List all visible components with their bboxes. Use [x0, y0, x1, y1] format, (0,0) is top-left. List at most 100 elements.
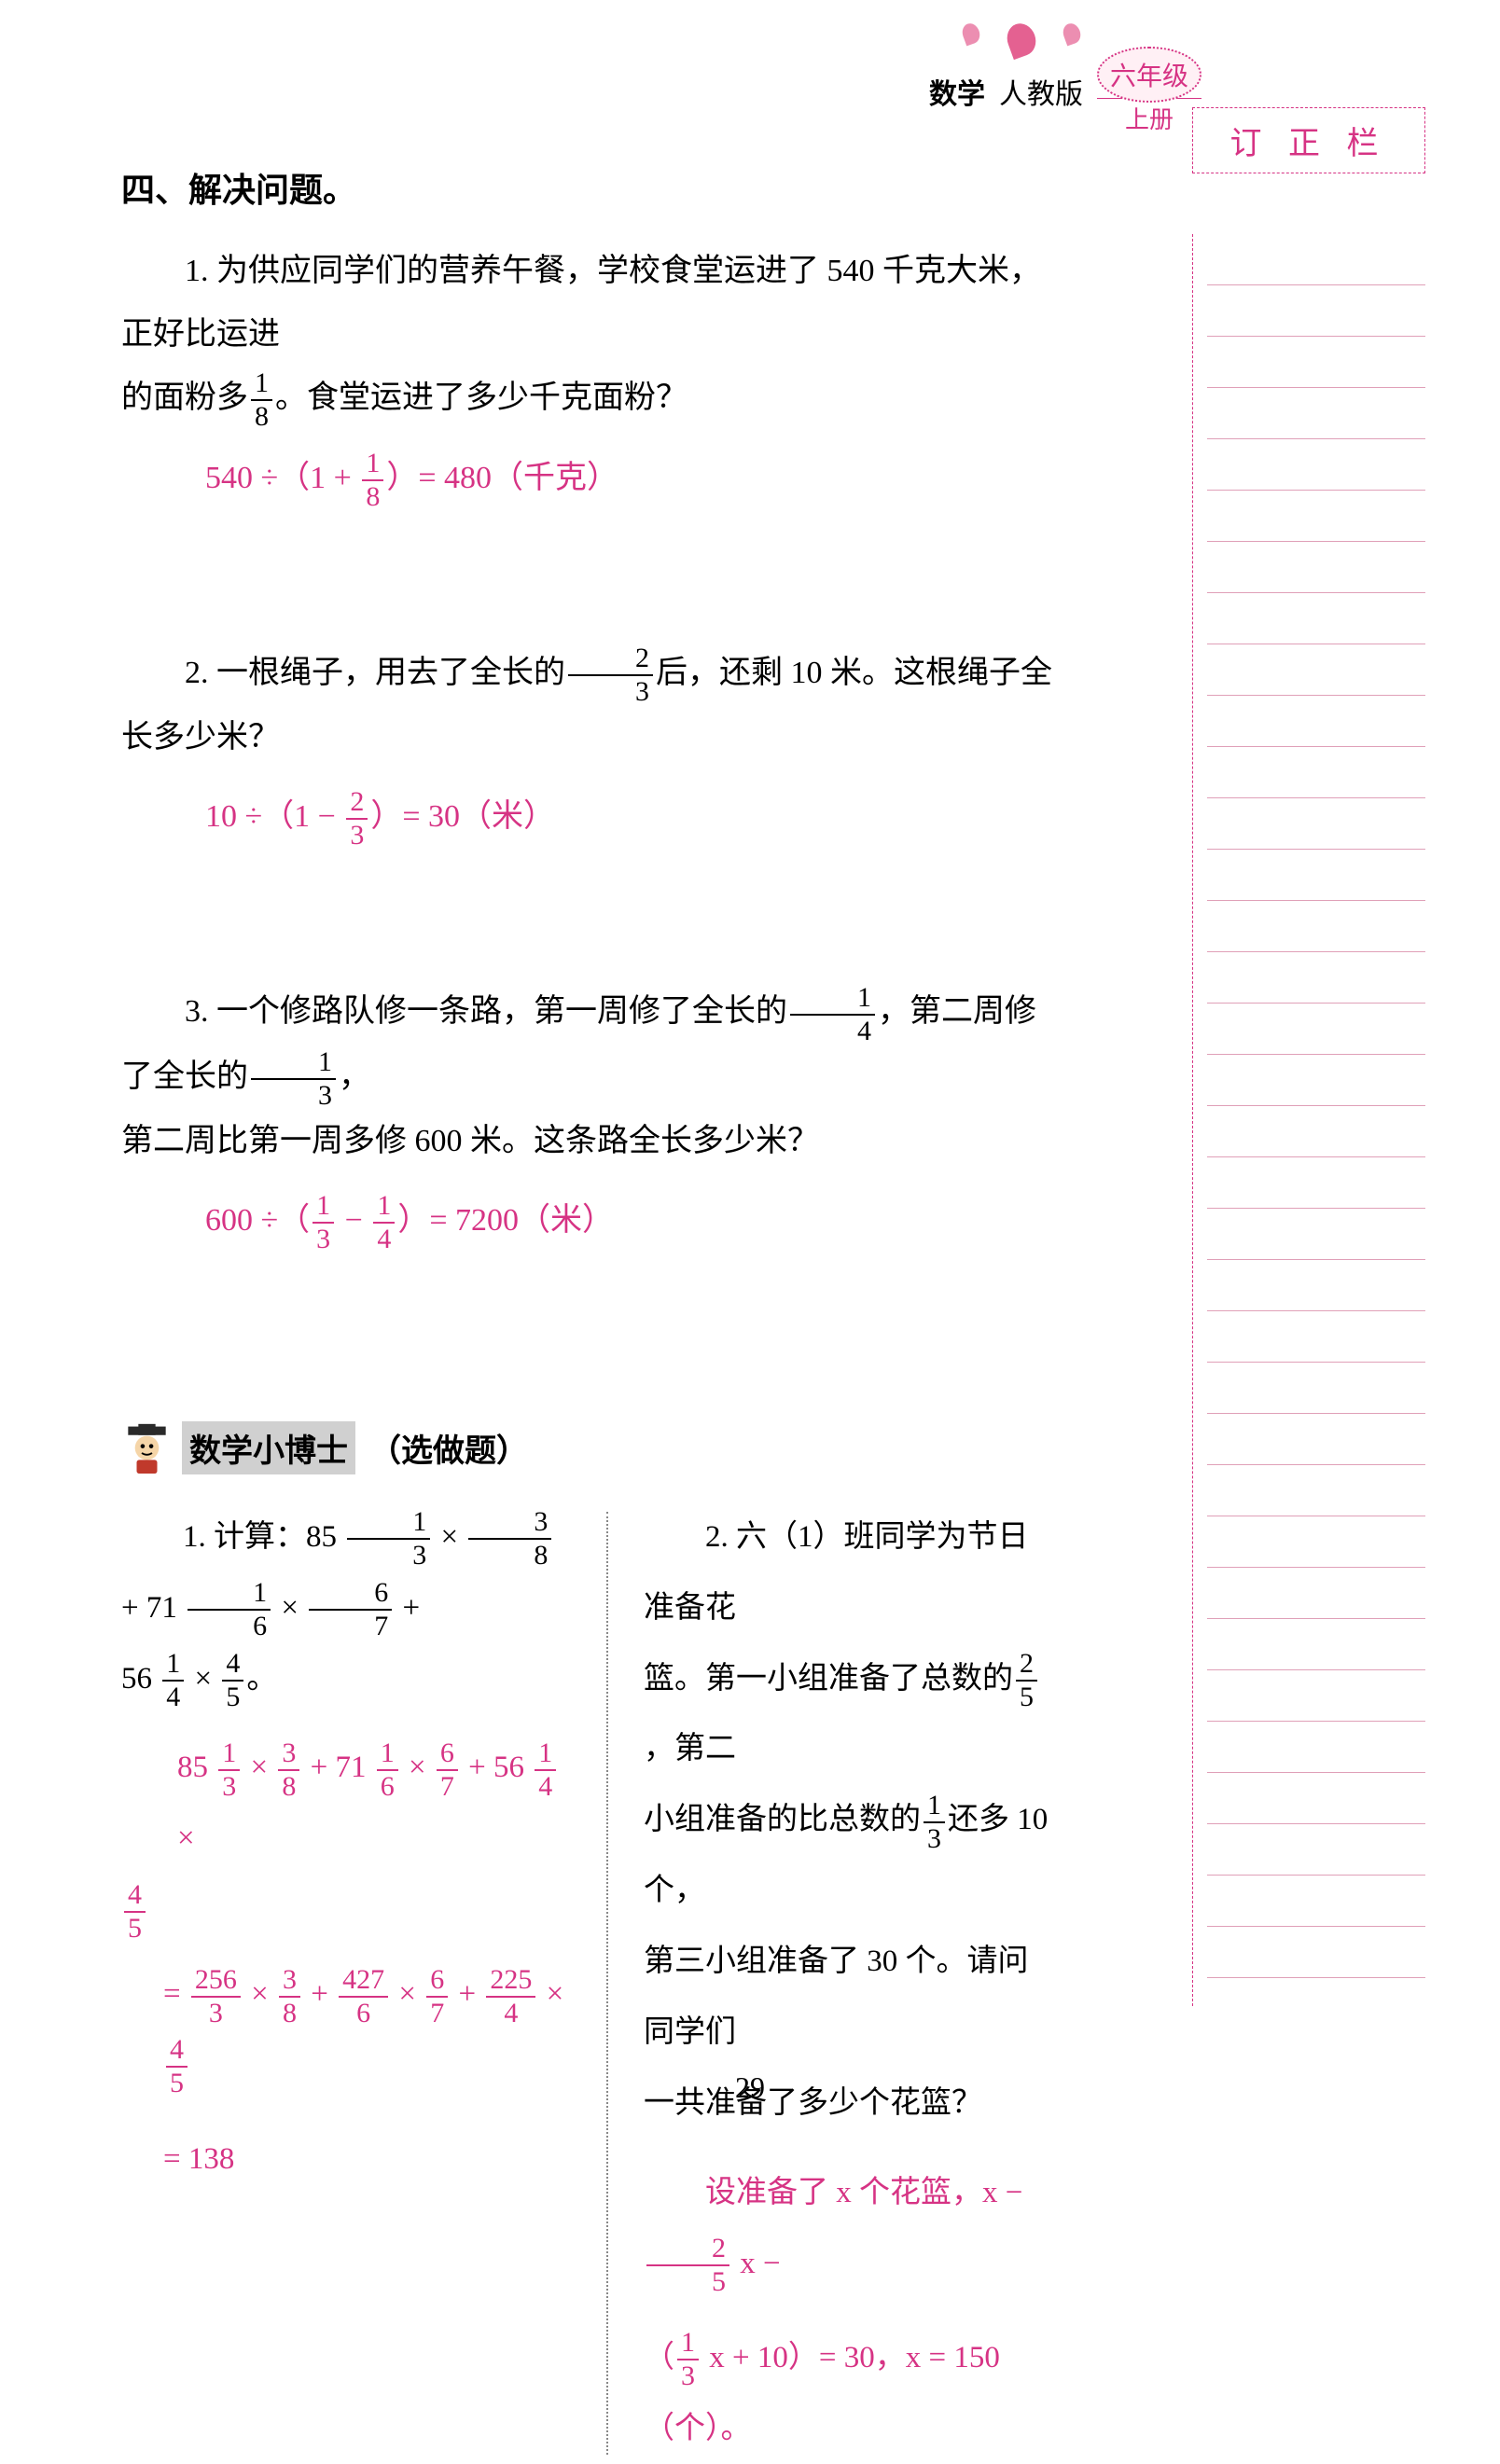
fraction: 14 — [535, 1739, 556, 1801]
fraction: 23 — [346, 788, 368, 850]
problem-3-line1: 3. 一个修路队修一条路，第一周修了全长的14，第二周修了全长的13， — [121, 980, 1063, 1109]
fraction: 2254 — [486, 1966, 535, 2028]
volume-text: 上册 — [1097, 98, 1201, 135]
correction-line — [1207, 1157, 1425, 1209]
doctor-q2-line3: 小组准备的比总数的13还多 10 个， — [644, 1785, 1054, 1927]
correction-line — [1207, 1363, 1425, 1414]
page-number: 29 — [0, 2070, 1500, 2105]
doctor-a2-line2: （13 x + 10）= 30，x = 150（个）。 — [644, 2323, 1054, 2464]
problem-1-line2: 的面粉多18。食堂运进了多少千克面粉？ — [121, 367, 1063, 431]
two-column-layout: 1. 计算：85 13 × 38 + 71 16 × 67 + 56 14 × … — [121, 1502, 1063, 2464]
fraction: 38 — [278, 1739, 299, 1801]
correction-line — [1207, 644, 1425, 696]
correction-line — [1207, 1670, 1425, 1722]
correction-line — [1207, 696, 1425, 747]
doctor-a1-line4: = 138 — [163, 2125, 578, 2195]
correction-line — [1207, 1824, 1425, 1876]
correction-line — [1207, 1260, 1425, 1311]
column-right: 2. 六（1）班同学为节日准备花 篮。第一小组准备了总数的25，第二 小组准备的… — [606, 1502, 1054, 2464]
correction-line — [1207, 1465, 1425, 1516]
doctor-a2-line1: 设准备了 x 个花篮，x − 25 x − — [644, 2158, 1054, 2300]
correction-line — [1207, 388, 1425, 439]
header-edition: 人教版 — [999, 71, 1083, 112]
doctor-icon — [121, 1422, 173, 1474]
fraction: 18 — [362, 450, 383, 511]
fraction: 4276 — [339, 1966, 388, 2028]
section-title: 四、解决问题。 — [121, 163, 1063, 212]
doctor-header: 数学小博士 （选做题） — [121, 1421, 1063, 1474]
doctor-q2-line4: 第三小组准备了 30 个。请问同学们 — [644, 1927, 1054, 2069]
correction-lines — [1192, 234, 1425, 2006]
fraction: 67 — [426, 1966, 448, 2028]
fraction: 45 — [124, 1881, 146, 1943]
answer-2: 10 ÷（1 − 23）= 30（米） — [205, 788, 1063, 850]
correction-line — [1207, 542, 1425, 593]
doctor-q2-line2: 篮。第一小组准备了总数的25，第二 — [644, 1644, 1054, 1786]
correction-line — [1207, 491, 1425, 542]
correction-line — [1207, 952, 1425, 1004]
correction-line — [1207, 337, 1425, 388]
fraction: 14 — [790, 984, 875, 1045]
column-divider — [606, 1512, 608, 2456]
problem-1-line1: 1. 为供应同学们的营养午餐，学校食堂运进了 540 千克大米，正好比运进 — [121, 240, 1063, 367]
correction-line — [1207, 798, 1425, 850]
correction-line — [1207, 285, 1425, 337]
fraction: 13 — [347, 1508, 430, 1570]
correction-line — [1207, 1004, 1425, 1055]
doctor-a1-line2: 45 — [121, 1875, 578, 1945]
fraction: 38 — [468, 1508, 551, 1570]
fraction: 18 — [251, 369, 272, 431]
correction-line — [1207, 1773, 1425, 1824]
fraction: 38 — [279, 1966, 300, 2028]
correction-line — [1207, 1055, 1425, 1106]
fraction: 13 — [251, 1048, 336, 1110]
correction-line — [1207, 850, 1425, 901]
leaf-icon — [960, 21, 982, 47]
fraction: 13 — [218, 1739, 240, 1801]
correction-line — [1207, 1209, 1425, 1260]
fraction: 14 — [162, 1650, 184, 1711]
correction-line — [1207, 1311, 1425, 1363]
correction-line — [1207, 1927, 1425, 1978]
header-subject: 数学 — [929, 71, 985, 112]
page-header: 数学 人教版 六年级 上册 — [929, 47, 1201, 135]
fraction: 13 — [677, 2329, 699, 2390]
problem-3: 3. 一个修路队修一条路，第一周修了全长的14，第二周修了全长的13， 第二周比… — [121, 980, 1063, 1172]
leaf-icon — [1061, 21, 1083, 47]
correction-line — [1207, 1568, 1425, 1619]
correction-line — [1207, 439, 1425, 491]
doctor-a1-line1: 85 13 × 38 + 71 16 × 67 + 56 14 × — [177, 1733, 578, 1875]
correction-line — [1207, 234, 1425, 285]
doctor-subtitle: （选做题） — [369, 1425, 528, 1471]
fraction: 2563 — [191, 1966, 241, 2028]
answer-3: 600 ÷（13 − 14）= 7200（米） — [205, 1192, 1063, 1253]
fraction: 13 — [312, 1192, 334, 1253]
fraction: 16 — [377, 1739, 398, 1801]
correction-line — [1207, 1106, 1425, 1157]
answer-1: 540 ÷（1 + 18）= 480（千克） — [205, 450, 1063, 511]
doctor-q1: 1. 计算：85 13 × 38 + 71 16 × 67 + — [121, 1502, 578, 1644]
column-left: 1. 计算：85 13 × 38 + 71 16 × 67 + 56 14 × … — [121, 1502, 606, 2464]
doctor-q2-line1: 2. 六（1）班同学为节日准备花 — [644, 1502, 1054, 1644]
correction-line — [1207, 1722, 1425, 1773]
doctor-q1-line2: 56 14 × 45。 — [121, 1644, 578, 1715]
fraction: 25 — [1016, 1650, 1037, 1711]
fraction: 67 — [309, 1579, 392, 1640]
correction-line — [1207, 1414, 1425, 1465]
grade-text: 六年级 — [1097, 47, 1201, 103]
correction-line — [1207, 1516, 1425, 1568]
fraction: 45 — [222, 1650, 243, 1711]
fraction: 23 — [568, 644, 653, 706]
correction-column: 订 正 栏 — [1192, 107, 1425, 2019]
correction-line — [1207, 1619, 1425, 1670]
problem-1: 1. 为供应同学们的营养午餐，学校食堂运进了 540 千克大米，正好比运进 的面… — [121, 240, 1063, 431]
doctor-section: 数学小博士 （选做题） 1. 计算：85 13 × 38 + 71 16 × 6… — [121, 1421, 1063, 2464]
grade-badge: 六年级 上册 — [1097, 47, 1201, 135]
correction-title: 订 正 栏 — [1192, 107, 1425, 173]
fraction: 14 — [373, 1192, 395, 1253]
correction-line — [1207, 901, 1425, 952]
page: 数学 人教版 六年级 上册 订 正 栏 — [0, 0, 1500, 2161]
correction-line — [1207, 747, 1425, 798]
correction-line — [1207, 1876, 1425, 1927]
fraction: 25 — [646, 2235, 729, 2296]
